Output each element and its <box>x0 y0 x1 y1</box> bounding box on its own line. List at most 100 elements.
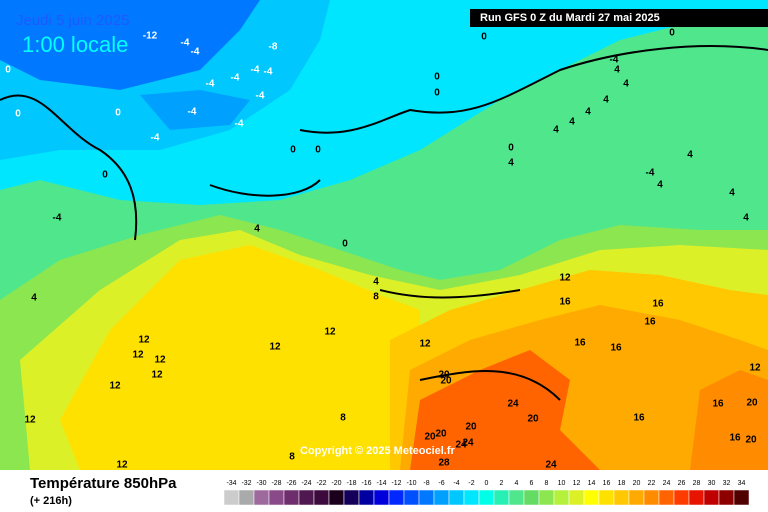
scale-label: -8 <box>423 480 429 487</box>
contour-label: -4 <box>610 55 619 66</box>
contour-label: 4 <box>603 95 609 106</box>
contour-label: 12 <box>269 342 281 353</box>
contour-label: -4 <box>235 119 244 130</box>
contour-label: -4 <box>181 38 190 49</box>
contour-label: 8 <box>289 452 295 463</box>
scale-swatch <box>733 489 750 506</box>
scale-swatch <box>658 489 675 506</box>
scale-label: 16 <box>603 480 611 487</box>
contour-label: 24 <box>507 399 519 410</box>
scale-label: 10 <box>558 480 566 487</box>
copyright: Copyright © 2025 Meteociel.fr <box>300 445 456 457</box>
contour-label: 8 <box>340 413 346 424</box>
contour-label: 28 <box>438 458 450 469</box>
contour-label: 0 <box>5 65 11 76</box>
scale-swatch <box>508 489 525 506</box>
contour-label: 4 <box>614 65 620 76</box>
contour-label: -4 <box>188 107 197 118</box>
scale-swatch <box>448 489 465 506</box>
contour-label: 4 <box>508 158 514 169</box>
scale-label: 32 <box>723 480 731 487</box>
scale-swatch <box>358 489 375 506</box>
contour-label: -4 <box>206 79 215 90</box>
field-blue <box>0 0 260 90</box>
contour-label: 0 <box>669 28 675 39</box>
contour-label: 20 <box>438 370 450 381</box>
scale-swatch <box>523 489 540 506</box>
field-blue2 <box>140 90 250 130</box>
scale-label: -2 <box>468 480 474 487</box>
scale-swatch <box>478 489 495 506</box>
contour-label: -4 <box>264 67 273 78</box>
scale-swatch <box>253 489 270 506</box>
contour-label: 4 <box>569 117 575 128</box>
contour-label: 0 <box>115 108 121 119</box>
scale-swatch <box>433 489 450 506</box>
scale-swatch <box>223 489 240 506</box>
scale-label: 8 <box>545 480 549 487</box>
scale-label: 30 <box>708 480 716 487</box>
scale-swatch <box>568 489 585 506</box>
scale-label: -4 <box>453 480 459 487</box>
contour-label: 4 <box>31 293 37 304</box>
contour-label: 12 <box>24 415 36 426</box>
contour-label: -12 <box>143 31 158 42</box>
contour-label: 16 <box>652 299 664 310</box>
scale-swatch <box>403 489 420 506</box>
contour-label: -4 <box>151 133 160 144</box>
scale-label: 6 <box>530 480 534 487</box>
contour-label: 16 <box>644 317 656 328</box>
contour-label: 20 <box>435 429 447 440</box>
contour-label: 20 <box>424 432 436 443</box>
scale-label: -14 <box>376 480 386 487</box>
scale-label: -10 <box>406 480 416 487</box>
contour-label: -4 <box>191 47 200 58</box>
contour-label: -8 <box>269 42 278 53</box>
contour-label: 4 <box>585 107 591 118</box>
contour-label: -4 <box>646 168 655 179</box>
scale-swatch <box>718 489 735 506</box>
scale-swatch <box>703 489 720 506</box>
contour-label: -4 <box>53 213 62 224</box>
footer-title: Température 850hPa <box>30 475 177 492</box>
scale-swatch <box>598 489 615 506</box>
scale-label: -30 <box>256 480 266 487</box>
contour-label: 16 <box>633 413 645 424</box>
scale-swatch <box>373 489 390 506</box>
run-info: Run GFS 0 Z du Mardi 27 mai 2025 <box>480 12 660 24</box>
contour-label: 4 <box>729 188 735 199</box>
scale-swatch <box>673 489 690 506</box>
scale-label: 2 <box>500 480 504 487</box>
scale-label: 12 <box>573 480 581 487</box>
contour-label: 4 <box>623 79 629 90</box>
scale-label: 24 <box>663 480 671 487</box>
contour-label: 20 <box>745 435 757 446</box>
contour-label: 12 <box>109 381 121 392</box>
scale-swatch <box>583 489 600 506</box>
scale-swatch <box>268 489 285 506</box>
contour-label: 12 <box>132 350 144 361</box>
contour-label: 12 <box>151 370 163 381</box>
contour-label: 8 <box>373 292 379 303</box>
contour-label: 16 <box>610 343 622 354</box>
contour-label: 4 <box>657 180 663 191</box>
scale-label: -34 <box>226 480 236 487</box>
contour-label: 24 <box>545 460 557 471</box>
contour-label: 12 <box>138 335 150 346</box>
scale-swatch <box>388 489 405 506</box>
scale-swatch <box>463 489 480 506</box>
contour-label: 0 <box>434 88 440 99</box>
scale-label: 26 <box>678 480 686 487</box>
scale-label: -20 <box>331 480 341 487</box>
scale-label: 14 <box>588 480 596 487</box>
scale-label: -26 <box>286 480 296 487</box>
scale-label: 28 <box>693 480 701 487</box>
contour-label: 12 <box>749 363 761 374</box>
contour-label: 20 <box>527 414 539 425</box>
scale-label: -12 <box>391 480 401 487</box>
contour-label: 0 <box>290 145 296 156</box>
scale-swatch <box>328 489 345 506</box>
scale-label: -16 <box>361 480 371 487</box>
contour-label: 12 <box>116 460 128 471</box>
